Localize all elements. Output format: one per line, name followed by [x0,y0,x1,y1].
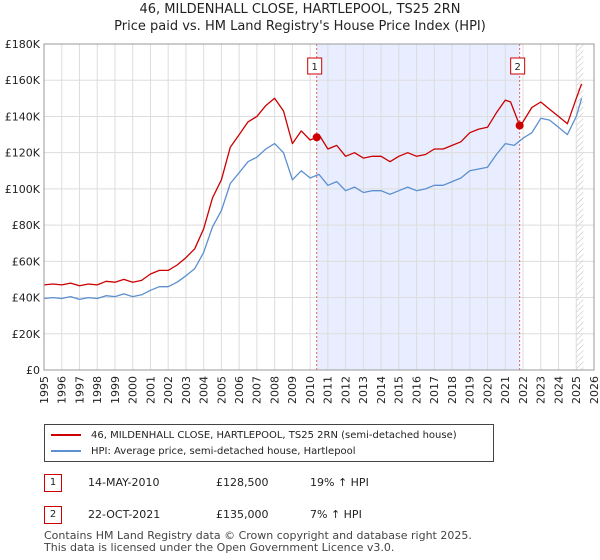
sale-1-badge-label: 1 [312,62,318,73]
sale-2-badge-label: 2 [514,62,520,73]
sale-price: £135,000 [216,508,269,521]
legend-property-label: 46, MILDENHALL CLOSE, HARTLEPOOL, TS25 2… [91,429,457,441]
forecast-hatch [576,44,584,370]
x-tick-label: 2026 [588,376,600,404]
y-tick-label: £20K [12,328,41,341]
sale-number-badge: 1 [44,474,62,492]
x-tick-label: 2004 [198,376,211,404]
sale-1-point [312,133,321,142]
x-tick-label: 2011 [322,376,335,404]
x-tick-label: 2013 [357,376,370,404]
x-tick-label: 1999 [109,376,122,404]
sale-hpi-change: 7% ↑ HPI [310,508,362,521]
price-chart: 1 2 £0 £20K £40K £60K £80K £100K £120K £140K £160… [5,38,600,404]
sale-1-badge [307,57,323,75]
x-tick-label: 1996 [56,376,69,404]
x-tick-label: 2008 [268,376,281,404]
x-tick-label: 2025 [570,376,583,404]
legend-property-swatch [51,434,81,436]
x-tick-label: 2014 [375,376,388,404]
sale-row: 1 14-MAY-2010 £128,500 19% ↑ HPI [44,474,584,494]
x-tick-label: 2005 [215,376,228,404]
x-tick-label: 2009 [286,376,299,404]
sale-row: 2 22-OCT-2021 £135,000 7% ↑ HPI [44,506,584,526]
x-tick-label: 2002 [162,376,175,404]
x-tick-label: 2010 [304,376,317,404]
x-tick-label: 2012 [339,376,352,404]
x-tick-label: 2007 [251,376,264,404]
legend-hpi-swatch [51,450,81,452]
x-tick-label: 2019 [464,376,477,404]
footer-copyright: Contains HM Land Registry data © Crown c… [44,529,472,542]
y-tick-label: £160K [5,74,41,87]
x-tick-label: 2024 [552,376,565,404]
x-tick-label: 1997 [73,376,86,404]
x-tick-label: 2021 [499,376,512,404]
footer: Contains HM Land Registry data © Crown c… [44,530,472,554]
sale-2-badge [510,57,526,75]
x-tick-label: 2001 [144,376,157,404]
legend-hpi-label: HPI: Average price, semi-detached house,… [91,445,356,457]
hpi-line [43,98,583,301]
x-tick-label: 2003 [180,376,193,404]
y-tick-label: £0 [26,364,40,377]
chart-title: 46, MILDENHALL CLOSE, HARTLEPOOL, TS25 2… [139,2,461,17]
x-tick-label: 2017 [428,376,441,404]
legend-item-property: 46, MILDENHALL CLOSE, HARTLEPOOL, TS25 2… [51,427,457,443]
sale-date: 22-OCT-2021 [88,508,161,521]
y-tick-label: £100K [5,183,41,196]
legend-item-hpi: HPI: Average price, semi-detached house,… [51,443,356,459]
sale-number-badge: 2 [44,506,62,524]
ownership-shade [316,44,520,370]
chart-subtitle: Price paid vs. HM Land Registry's House … [114,19,486,34]
y-tick-label: £180K [5,38,41,51]
y-tick-label: £60K [12,255,41,268]
sale-hpi-change: 19% ↑ HPI [310,476,369,489]
footer-licence: This data is licensed under the Open Gov… [44,541,395,554]
x-tick-label: 1995 [38,376,51,404]
x-tick-label: 2000 [127,376,140,404]
x-tick-label: 2018 [446,376,459,404]
y-tick-label: £80K [12,219,41,232]
y-tick-label: £40K [12,292,41,305]
x-tick-label: 2015 [393,376,406,404]
x-tick-label: 1998 [91,376,104,404]
plot-frame [43,43,595,371]
sale-price: £128,500 [216,476,269,489]
sale-date: 14-MAY-2010 [88,476,160,489]
x-tick-label: 2023 [535,376,548,404]
y-tick-label: £120K [5,147,41,160]
x-tick-label: 2016 [410,376,423,404]
x-tick-label: 2022 [517,376,530,404]
y-tick-label: £140K [5,110,41,123]
x-tick-label: 2020 [481,376,494,404]
x-tick-label: 2006 [233,376,246,404]
sale-2-point [515,121,524,130]
legend: 46, MILDENHALL CLOSE, HARTLEPOOL, TS25 2… [44,424,494,462]
